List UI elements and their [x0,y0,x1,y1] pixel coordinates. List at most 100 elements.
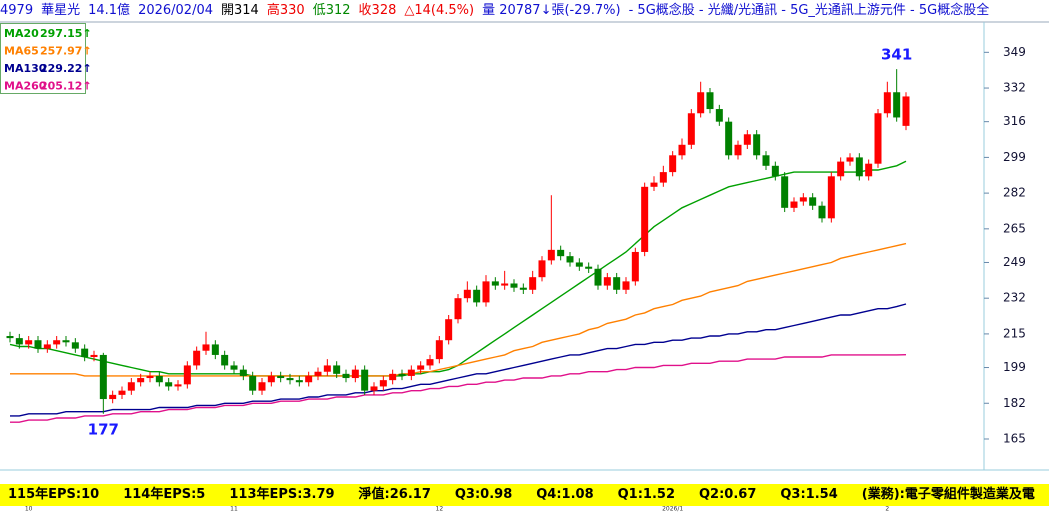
candle-body [743,134,751,145]
candle-body [239,369,247,376]
candle-body [781,176,789,208]
x-tick-label: 10 [25,506,33,513]
candle-body [165,382,173,387]
candle-body [127,382,135,391]
candle-body [267,375,275,383]
candle-body [827,176,835,219]
candle-body [622,281,630,290]
candle-body [482,281,490,303]
candle-body [43,344,51,349]
candle-body [557,249,565,257]
y-tick-label: 265 [1003,221,1026,235]
candle-body [445,319,453,341]
candle-body [809,197,817,206]
candle-body [211,344,219,355]
y-tick-label: 165 [1003,431,1026,445]
y-tick-label: 282 [1003,186,1026,200]
candle-body [874,113,882,164]
low-label: 低 [312,3,326,18]
candle-body [799,197,807,202]
candle-body [715,109,723,122]
annotation: 341 [881,46,912,64]
candle-body [734,144,742,156]
candle-body [463,289,471,299]
candle-body [193,350,201,366]
candle-body [379,380,387,387]
y-tick-label: 249 [1003,255,1026,269]
candle-body [538,260,546,278]
candle-body [202,344,210,351]
candle-body [435,340,443,360]
candle-body [314,371,322,376]
change: △14(4.5%) [404,3,475,18]
candle-body [631,251,639,282]
stock-name: 華星光 [41,3,81,18]
candle-body [249,375,257,391]
candle-body [295,380,303,383]
candle-body [706,92,714,110]
candle-body [762,155,770,166]
candle-body [15,338,23,345]
candle-body [305,375,313,383]
candle-body [230,365,238,370]
candle-body [81,348,89,358]
footer-item: Q3:0.98 [454,487,513,502]
legend-value: 297.15↑ [40,27,92,40]
candle-body [855,157,863,177]
candle-body [71,342,79,349]
open-label: 開 [221,3,235,18]
candle-body [818,205,826,219]
legend-name: MA260 [4,80,47,93]
high-value: 330 [279,3,305,18]
candle-body [790,201,798,208]
close-value: 328 [371,3,397,18]
candle-body [771,165,779,177]
header: 4979 華星光 14.1億 2026/02/04 開314 高330 低312 收328 △1… [0,0,1049,22]
candle-body [370,386,378,391]
footer-item: Q4:1.08 [536,487,594,502]
candle-body [361,369,369,391]
candle-body [603,277,611,286]
y-tick-label: 316 [1003,114,1026,128]
market-cap: 14.1億 [88,3,131,18]
footer-item: (業務):電子零組件製造業及電 [861,487,1035,502]
candle-body [837,161,845,177]
candle-body [650,182,658,187]
candle-body [846,157,854,162]
footer-item: 115年EPS:10 [8,487,100,502]
y-tick-label: 199 [1003,360,1026,374]
candle-body [155,375,163,383]
candle-body [454,298,462,320]
candle-body [613,277,621,290]
candle-body [669,155,677,173]
candle-body [62,340,70,343]
footer-item: Q3:1.54 [780,487,838,502]
footer-item: Q1:1.52 [617,487,675,502]
legend-name: MA130 [4,62,47,75]
candle-body [659,172,667,183]
footer: 115年EPS:10 114年EPS:5 113年EPS:3.79 淨值:26.17 Q… [0,484,1049,506]
footer-item: 淨值:26.17 [358,487,431,502]
candle-body [473,289,481,303]
candle-body [25,340,33,345]
y-tick-label: 349 [1003,45,1026,59]
tags: - 5G概念股 - 光纖/光通訊 - 5G_光通訊上游元件 - 5G概念股全 [628,3,990,18]
legend-value: 257.97↑ [40,45,92,58]
candle-body [529,277,537,290]
candle-body [174,384,182,387]
candle-body [407,369,415,376]
candle-body [519,287,527,290]
candle-body [351,369,359,379]
x-tick-label: 2 [885,506,889,513]
x-tick-label: 2026/1 [662,506,683,513]
volume: 量 20787↓張(-29.7%) [482,3,621,18]
date: 2026/02/04 [138,3,213,18]
candle-body [510,283,518,288]
candle-body [146,375,154,379]
candle-body [183,365,191,385]
y-tick-label: 182 [1003,396,1026,410]
candle-body [277,375,285,379]
candle-body [398,373,406,376]
